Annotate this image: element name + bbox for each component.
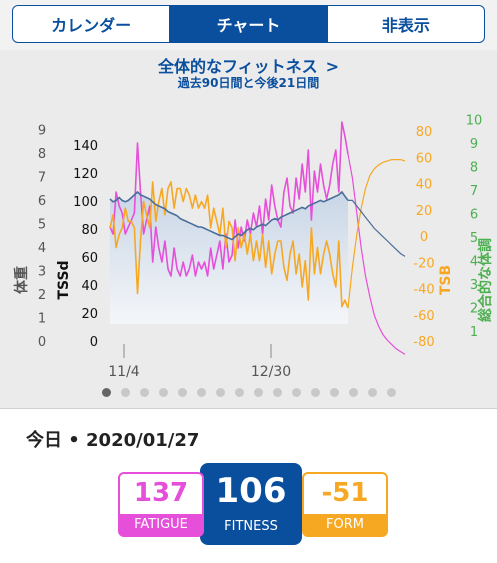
tab-calendar[interactable]: カレンダー xyxy=(13,6,171,42)
section-divider xyxy=(0,408,497,409)
chart-panel[interactable]: 全体的なフィットネス > 過去90日間と今後21日間 0 1 2 3 4 5 6 7 8 9 体重 0 2… xyxy=(0,50,497,408)
weight-tick-label: 5 xyxy=(38,218,46,233)
weight-axis-label: 体重 xyxy=(13,266,30,294)
fitness-chart[interactable]: 0123456789体重020406080100120140TSSd-80-60… xyxy=(0,100,497,388)
tsb-tick-label: 40 xyxy=(416,178,433,193)
page-dot[interactable] xyxy=(367,388,377,397)
form-forecast-line xyxy=(347,159,406,308)
page-dot[interactable] xyxy=(101,388,111,397)
x-tick-label: 12/30 xyxy=(251,364,291,380)
tss-tick-label: 120 xyxy=(73,167,98,182)
tsb-tick-label: -40 xyxy=(413,283,434,298)
tss-tick-label: 100 xyxy=(73,195,98,210)
chart-title: 全体的なフィットネス xyxy=(157,57,318,76)
fitness-card: 106 FITNESS xyxy=(200,463,302,545)
chart-title-link[interactable]: 全体的なフィットネス > xyxy=(0,53,497,77)
tsb-tick-label: -80 xyxy=(413,335,434,350)
page-dot[interactable] xyxy=(120,388,130,397)
tsb-tick-label: 60 xyxy=(416,151,433,166)
form-value: -51 xyxy=(321,478,369,508)
tss-axis-label: TSSd xyxy=(56,260,72,299)
weight-tick-label: 2 xyxy=(38,288,46,303)
page-dot[interactable] xyxy=(329,388,339,397)
overall-tick-label: 3 xyxy=(470,278,478,293)
today-date-label: 今日 • 2020/01/27 xyxy=(26,430,200,451)
tsb-tick-label: 20 xyxy=(416,204,433,219)
page-dot[interactable] xyxy=(272,388,282,397)
fitness-label: FITNESS xyxy=(224,519,278,534)
form-line xyxy=(109,181,349,309)
fitness-value: 106 xyxy=(215,471,287,511)
overall-tick-label: 4 xyxy=(470,255,478,270)
page-dot[interactable] xyxy=(215,388,225,397)
tsb-tick-label: -20 xyxy=(413,256,434,271)
x-tick-label: 11/4 xyxy=(108,364,140,380)
overall-tick-label: 10 xyxy=(466,114,483,129)
page-dot[interactable] xyxy=(234,388,244,397)
fatigue-forecast-line xyxy=(347,154,406,355)
weight-tick-label: 4 xyxy=(38,241,46,256)
tab-hidden[interactable]: 非表示 xyxy=(381,16,430,35)
page-dot[interactable] xyxy=(386,388,396,397)
weight-tick-label: 3 xyxy=(38,265,46,280)
weight-tick-label: 0 xyxy=(38,335,46,350)
weight-tick-label: 1 xyxy=(38,312,46,327)
page-dot[interactable] xyxy=(158,388,168,397)
overall-tick-label: 5 xyxy=(470,231,478,246)
page-dot[interactable] xyxy=(196,388,206,397)
tss-tick-label: 80 xyxy=(81,223,98,238)
tab-chart[interactable]: チャート xyxy=(170,6,328,42)
page-dot[interactable] xyxy=(177,388,187,397)
page-indicator[interactable] xyxy=(0,388,497,397)
overall-tick-label: 8 xyxy=(470,161,478,176)
page-dot[interactable] xyxy=(310,388,320,397)
weight-tick-label: 7 xyxy=(38,171,46,186)
fitness-line xyxy=(109,190,349,241)
overall-tick-label: 9 xyxy=(470,137,478,152)
page-dot[interactable] xyxy=(139,388,149,397)
weight-tick-label: 6 xyxy=(38,194,46,209)
overall-tick-label: 2 xyxy=(470,302,478,317)
overall-tick-label: 7 xyxy=(470,184,478,199)
fatigue-label: FATIGUE xyxy=(120,514,202,535)
view-segmented-control: カレンダー チャート 非表示 xyxy=(12,5,485,43)
weight-tick-label: 8 xyxy=(38,147,46,162)
overall-axis-label: 総合的な体調 xyxy=(477,238,494,322)
view-switcher-bar: カレンダー チャート 非表示 xyxy=(0,0,497,50)
tsb-tick-label: 80 xyxy=(416,125,433,140)
tss-tick-label: 60 xyxy=(81,251,98,266)
chart-subtitle: 過去90日間と今後21日間 xyxy=(177,76,320,90)
overall-tick-label: 1 xyxy=(470,325,478,340)
tsb-tick-label: 0 xyxy=(420,230,428,245)
fatigue-value: 137 xyxy=(133,478,189,508)
form-card: -51 FORM xyxy=(302,472,388,537)
form-label: FORM xyxy=(304,514,386,535)
weight-tick-label: 9 xyxy=(38,124,46,139)
page-dot[interactable] xyxy=(348,388,358,397)
tss-tick-label: 140 xyxy=(73,139,98,154)
fatigue-line xyxy=(109,121,349,277)
fatigue-card: 137 FATIGUE xyxy=(118,472,204,537)
tss-tick-label: 20 xyxy=(81,307,98,322)
chevron-right-icon: > xyxy=(325,57,340,76)
tss-tick-label: 40 xyxy=(81,279,98,294)
tsb-axis-label: TSB xyxy=(438,265,454,295)
fitness-forecast-line xyxy=(348,199,406,257)
page-dot[interactable] xyxy=(253,388,263,397)
page-dot[interactable] xyxy=(291,388,301,397)
tsb-tick-label: -60 xyxy=(413,309,434,324)
tss-tick-label: 0 xyxy=(90,335,98,350)
overall-tick-label: 6 xyxy=(470,208,478,223)
